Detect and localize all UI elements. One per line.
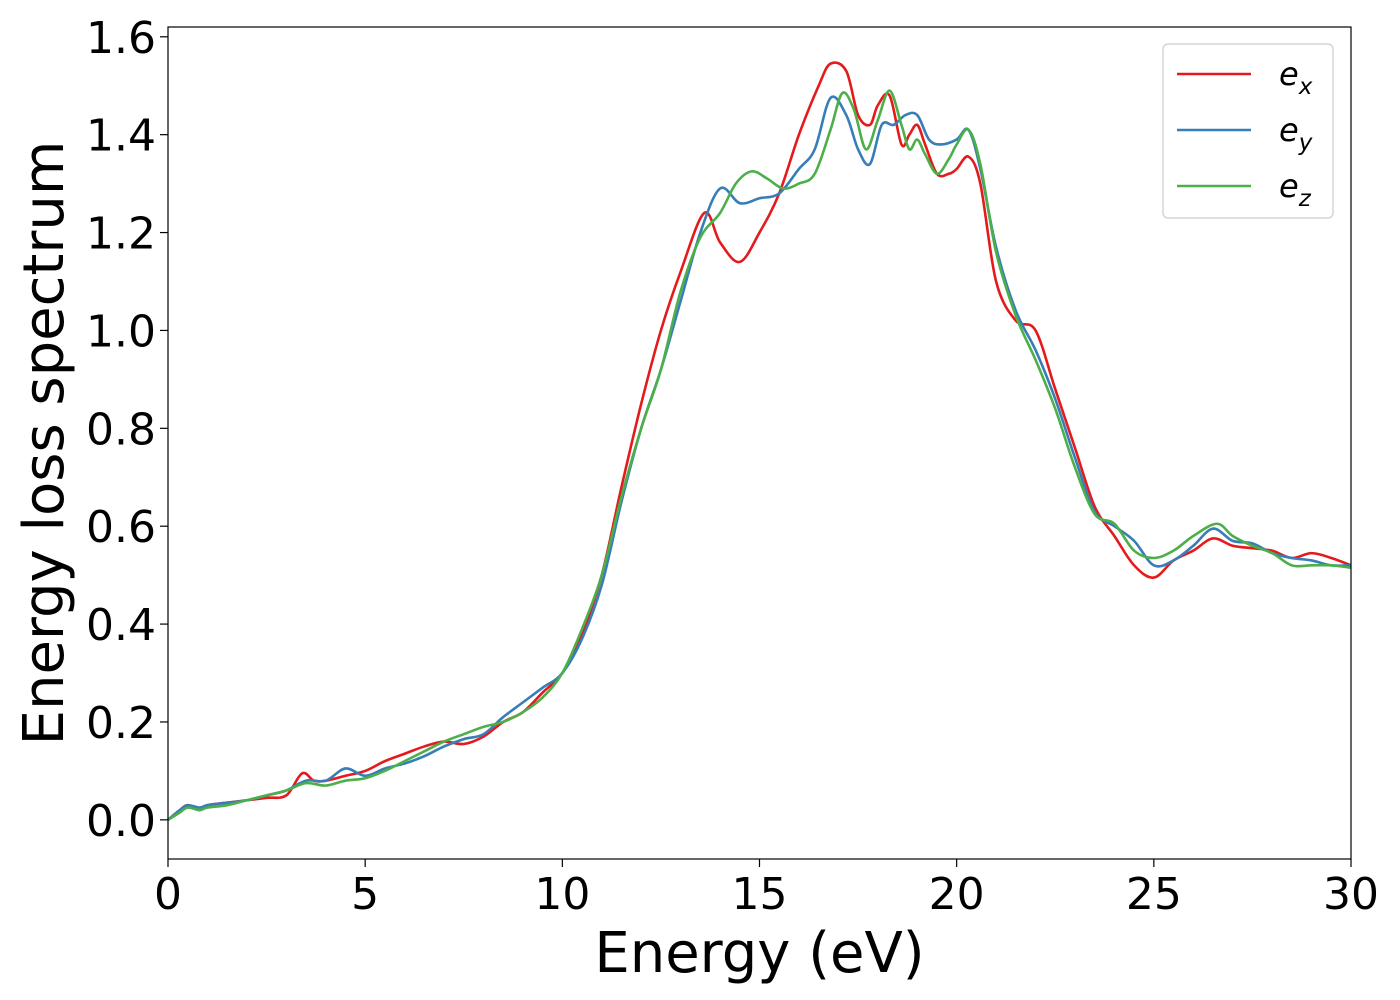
x-tick-label: 20 [929,869,985,920]
x-axis-title: Energy (eV) [594,921,924,986]
legend-label-base: e [1279,55,1299,93]
y-tick-label: 0.2 [86,698,156,749]
legend-label-base: e [1279,167,1299,205]
x-tick-label: 5 [351,869,379,920]
y-tick-label: 1.0 [86,306,156,357]
legend-label-z: ez [1279,167,1312,212]
y-tick-label: 0.0 [86,796,156,847]
legend-label-subscript: y [1298,130,1313,156]
y-tick-label: 0.8 [86,404,156,455]
y-tick-label: 1.6 [86,13,156,64]
y-tick-label: 1.4 [86,111,156,162]
x-tick-label: 25 [1126,869,1182,920]
series-layer [167,61,1352,821]
legend-label-x: ex [1279,55,1313,100]
series-line-y [167,95,1352,821]
legend-label-base: e [1279,111,1299,149]
y-tick-label: 0.6 [86,502,156,553]
legend-label-subscript: z [1298,186,1312,212]
x-tick-label: 10 [534,869,590,920]
x-tick-label: 30 [1323,869,1379,920]
legend-label-subscript: x [1298,74,1313,100]
y-axis-title: Energy loss spectrum [12,141,77,746]
series-line-x [167,61,1352,821]
series-line-z [167,89,1352,821]
x-axis: 0 5 10 15 20 25 30 [154,859,1379,920]
x-tick-label: 15 [732,869,788,920]
legend-label-y: ey [1279,111,1313,156]
y-tick-label: 0.4 [86,600,156,651]
x-tick-label: 0 [154,869,182,920]
y-axis: 0.0 0.2 0.4 0.6 0.8 1.0 1.2 1.4 1.6 [86,13,168,847]
y-tick-label: 1.2 [86,209,156,260]
